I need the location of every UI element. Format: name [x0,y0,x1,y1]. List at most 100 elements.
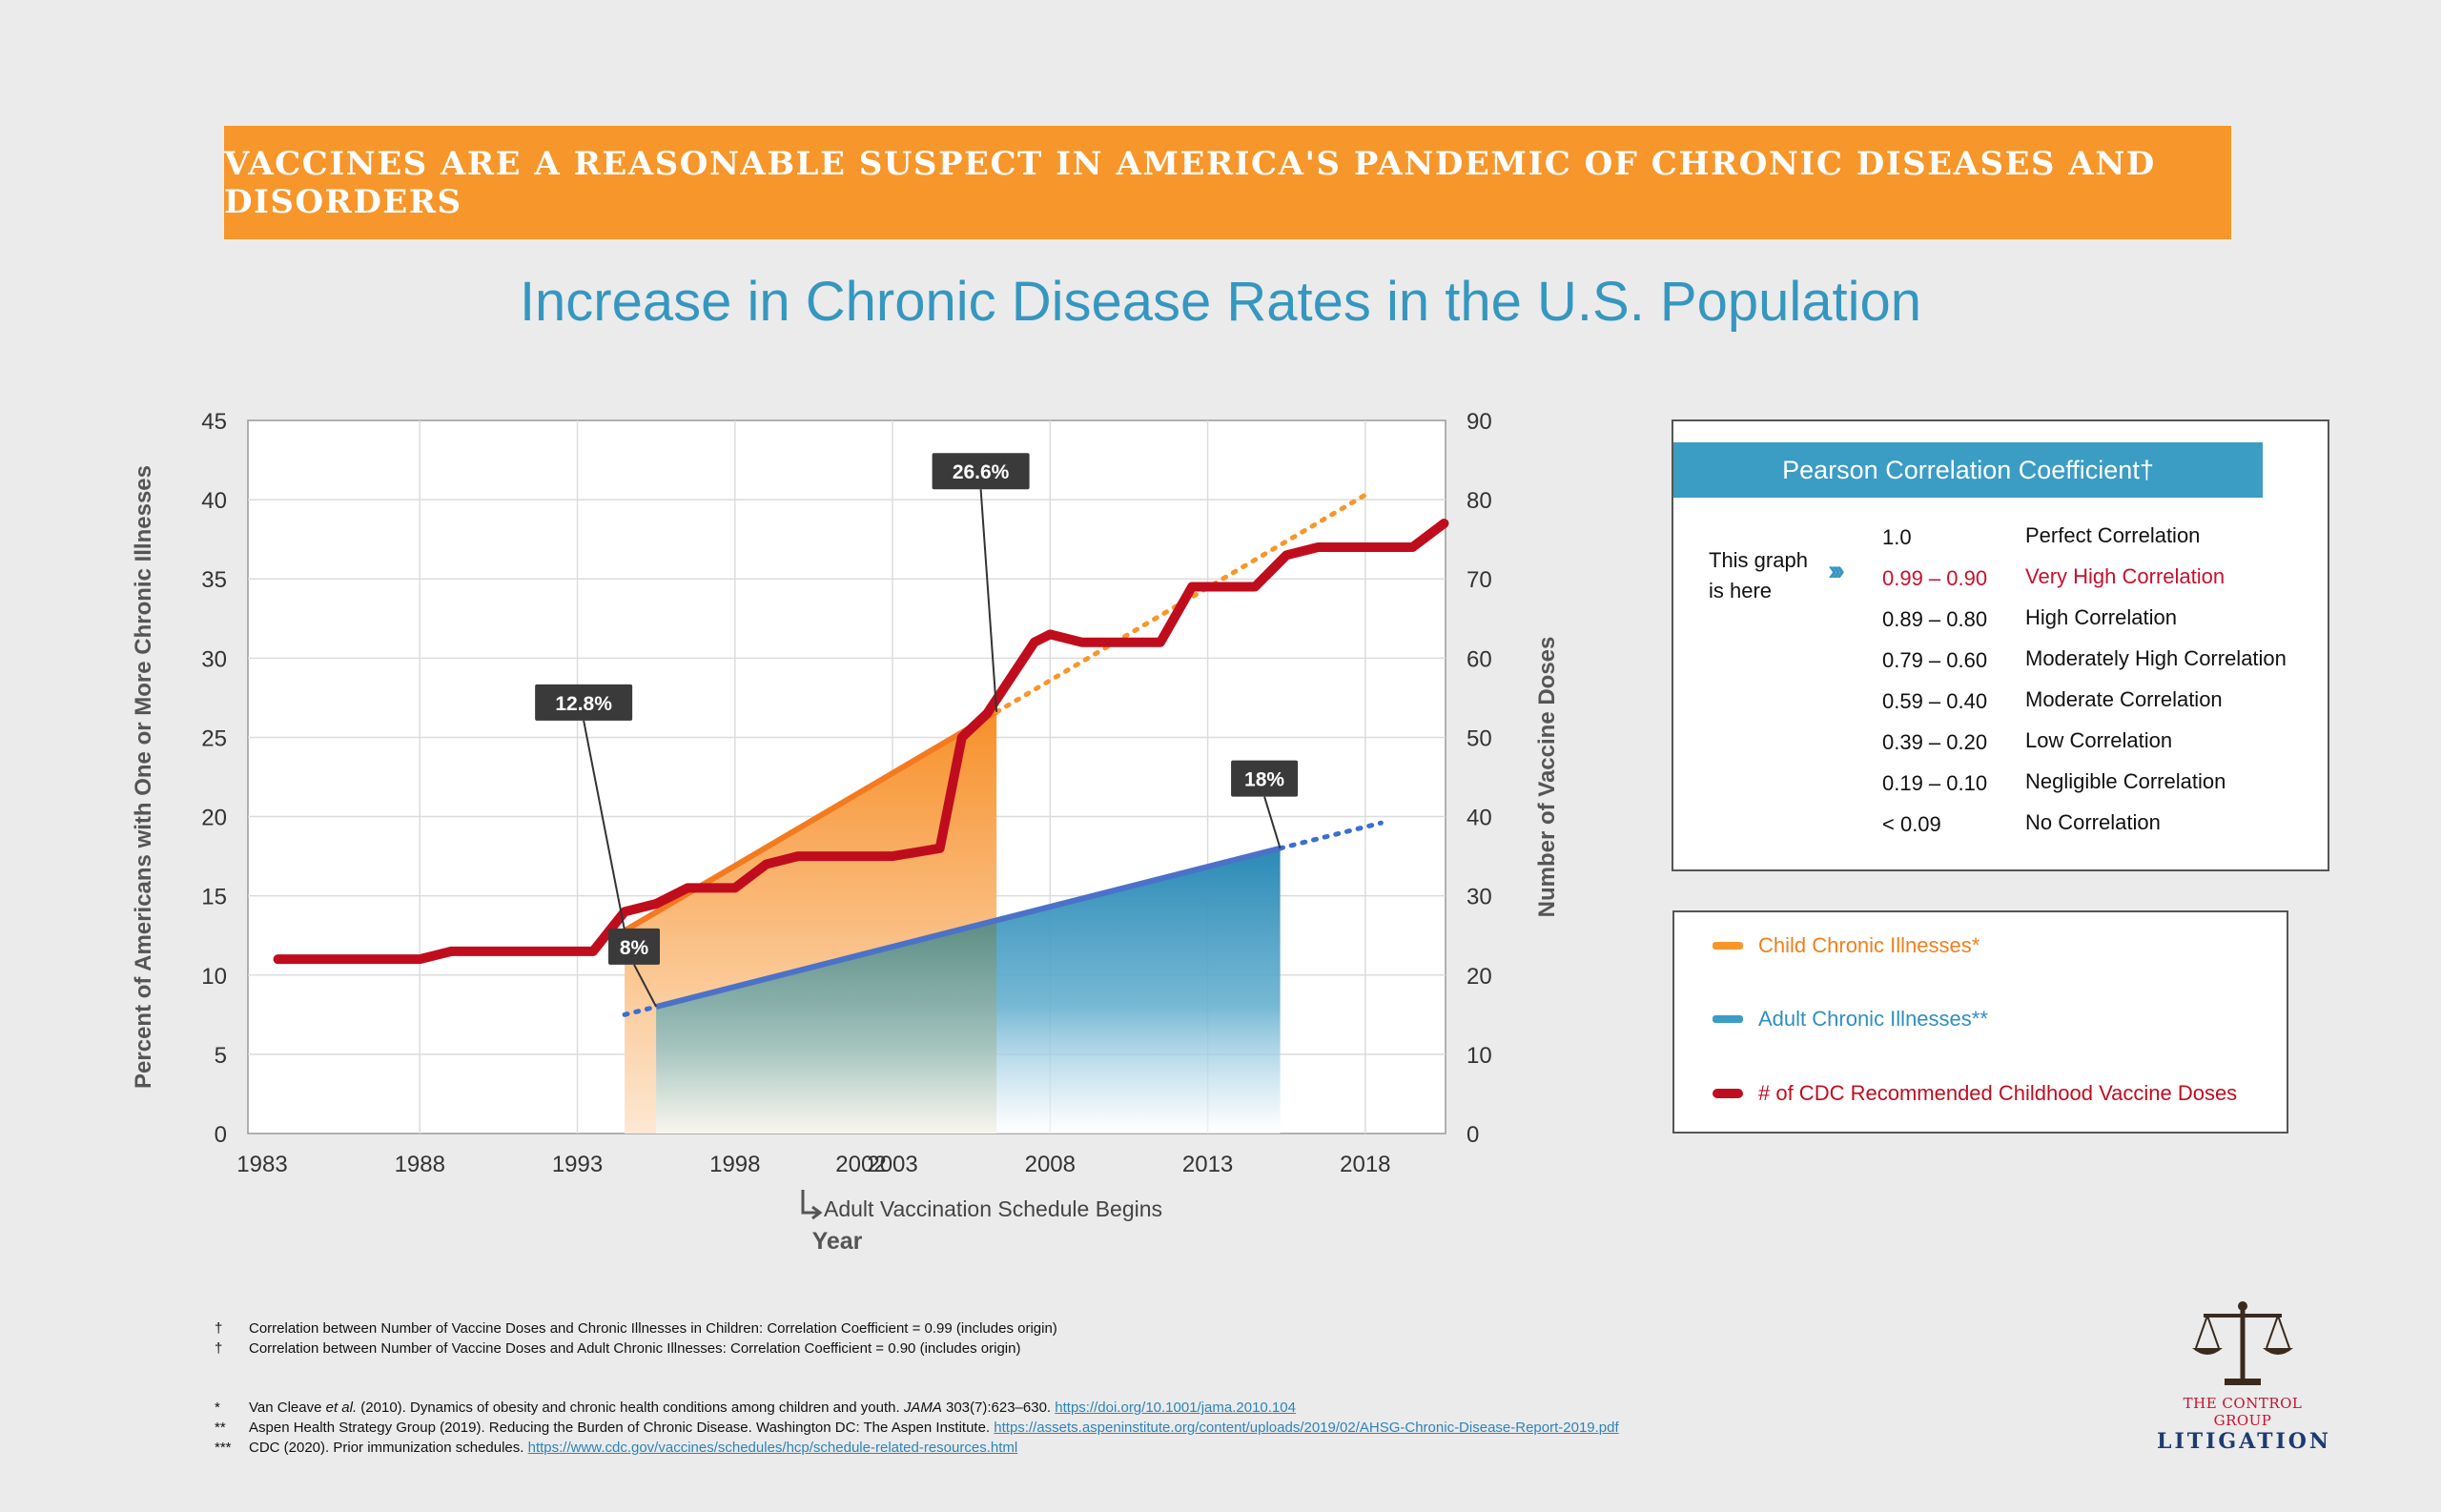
child-trend-line [994,492,1368,715]
pearson-label-0: Perfect Correlation [2025,523,2201,547]
callout-label: 12.8% [555,693,612,715]
pearson-box: Pearson Correlation Coefficient† This gr… [1672,419,2329,871]
reference-1-link[interactable]: https://doi.org/10.1001/jama.2010.104 [1055,1400,1296,1416]
logo-text-bottom: LITIGATION [2157,1429,2332,1454]
footnote-dagger-2: † Correlation between Number of Vaccine D… [215,1340,1021,1357]
reference-2: ** Aspen Health Strategy Group (2019). Re… [215,1420,1619,1436]
y-tick-right: 80 [1467,488,1492,514]
legend-item-adult: Adult Chronic Illnesses** [1713,1007,1988,1032]
y-tick-left: 35 [201,567,227,593]
pearson-label-2: High Correlation [2025,605,2177,629]
callout-box [608,928,661,965]
reference-footnotes: * Van Cleave et al. (2010). Dynamics of o… [215,1398,1619,1458]
logo-text-top: THE CONTROL GROUP [2183,1395,2303,1429]
y-tick-right: 90 [1467,409,1492,435]
overlap-area [656,920,997,1134]
callout-label: 26.6% [953,461,1010,483]
callout-leader [583,720,626,931]
y-tick-left: 0 [215,1122,227,1148]
callout-box [1231,760,1299,797]
x-tick-label: 2008 [1025,1152,1076,1177]
callout-box [932,453,1030,490]
pearson-range-5: 0.39 – 0.20 [1882,730,1988,754]
legend-swatch-adult [1713,1015,1743,1023]
pearson-label-4: Moderate Correlation [2025,687,2223,711]
y-tick-left: 20 [201,806,227,831]
pearson-range-7: < 0.09 [1882,812,1941,836]
callout-label: 18% [1244,769,1284,791]
reference-3-link[interactable]: https://www.cdc.gov/vaccines/schedules/h… [527,1440,1018,1456]
pearson-range-6: 0.19 – 0.10 [1882,771,1988,795]
pearson-range-0: 1.0 [1882,525,1912,549]
vaccine-doses-line [273,519,1449,965]
header-banner: VACCINES ARE A REASONABLE SUSPECT IN AME… [224,126,2231,239]
reference-2-link[interactable]: https://assets.aspeninstitute.org/conten… [994,1420,1619,1436]
y-tick-right: 60 [1467,646,1492,672]
callout-leader [979,489,998,712]
company-logo: THE CONTROL GROUP LITIGATION [2157,1298,2328,1454]
x-axis-label: Year [812,1228,863,1255]
y-tick-left: 40 [201,488,227,514]
callout-box [535,684,633,721]
child-illness-line [623,709,998,933]
legend-box: Child Chronic Illnesses* Adult Chronic I… [1672,910,2288,1134]
this-graph-note: This graph is here [1709,545,1808,606]
x-tick-label: 2003 [867,1152,917,1177]
y-tick-right: 70 [1467,567,1492,593]
y-tick-left: 15 [201,885,227,910]
x-tick-label: 1983 [236,1152,287,1177]
this-graph-line1: This graph [1709,548,1808,572]
callout-label: 8% [620,937,649,959]
this-graph-line2: is here [1709,579,1773,603]
x-tick-label: 1998 [709,1152,760,1177]
pearson-label-1: Very High Correlation [2025,564,2226,588]
legend-item-vaccine: # of CDC Recommended Childhood Vaccine D… [1713,1081,2237,1106]
y-tick-left: 5 [215,1043,227,1069]
legend-label-adult: Adult Chronic Illnesses** [1758,1007,1988,1031]
adult-trend-before [622,1004,659,1017]
y-tick-left: 10 [201,964,227,990]
pearson-label-3: Moderately High Correlation [2025,646,2287,670]
y-tick-right: 50 [1467,725,1492,751]
y-tick-left: 45 [201,409,227,435]
adult-schedule-arrow-icon [801,1190,818,1215]
x-tick-label: 1993 [552,1152,603,1177]
chevron-right-icon: ››› [1828,555,1845,586]
callout-leader [633,964,658,1008]
legend-swatch-vaccine [1713,1089,1743,1098]
reference-3: *** CDC (2020). Prior immunization schedu… [215,1440,1018,1456]
y-axis-left-label: Percent of Americans with One or More Ch… [131,465,156,1089]
pearson-label-6: Negligible Correlation [2025,769,2226,793]
pearson-title: Pearson Correlation Coefficient† [1673,442,2263,498]
callout-leader [1263,796,1282,849]
reference-1: * Van Cleave et al. (2010). Dynamics of o… [215,1400,1296,1416]
legend-item-child: Child Chronic Illnesses* [1713,933,1979,958]
banner-text: VACCINES ARE A REASONABLE SUSPECT IN AME… [224,144,2156,221]
x-tick-label: 2002 [835,1152,886,1177]
y-tick-right: 0 [1467,1122,1479,1148]
footnote-dagger-1: † Correlation between Number of Vaccine D… [215,1320,1057,1337]
legend-swatch-child [1713,942,1743,950]
x-tick-label: 2018 [1340,1152,1390,1177]
x-tick-label: 1988 [395,1152,445,1177]
y-tick-right: 10 [1467,1043,1492,1069]
scales-icon [2192,1301,2293,1385]
pearson-label-7: No Correlation [2025,810,2161,834]
y-tick-left: 25 [201,725,227,751]
chart-title: Increase in Chronic Disease Rates in the… [519,271,1922,333]
y-axis-right-label: Number of Vaccine Doses [1534,637,1560,918]
legend-label-child: Child Chronic Illnesses* [1758,933,1980,957]
dagger-footnotes: † Correlation between Number of Vaccine D… [215,1318,1057,1359]
pearson-label-5: Low Correlation [2025,728,2173,752]
pearson-range-1: 0.99 – 0.90 [1882,566,1988,590]
y-tick-right: 20 [1467,964,1492,990]
legend-label-vaccine: # of CDC Recommended Childhood Vaccine D… [1758,1081,2238,1105]
pearson-range-3: 0.79 – 0.60 [1882,648,1988,672]
adult-illness-line [655,845,1282,1010]
y-tick-right: 40 [1467,806,1492,831]
pearson-range-4: 0.59 – 0.40 [1882,689,1988,713]
adult-schedule-annotation: Adult Vaccination Schedule Begins [824,1196,1162,1221]
x-tick-label: 2013 [1182,1152,1233,1177]
y-tick-right: 30 [1467,885,1492,910]
